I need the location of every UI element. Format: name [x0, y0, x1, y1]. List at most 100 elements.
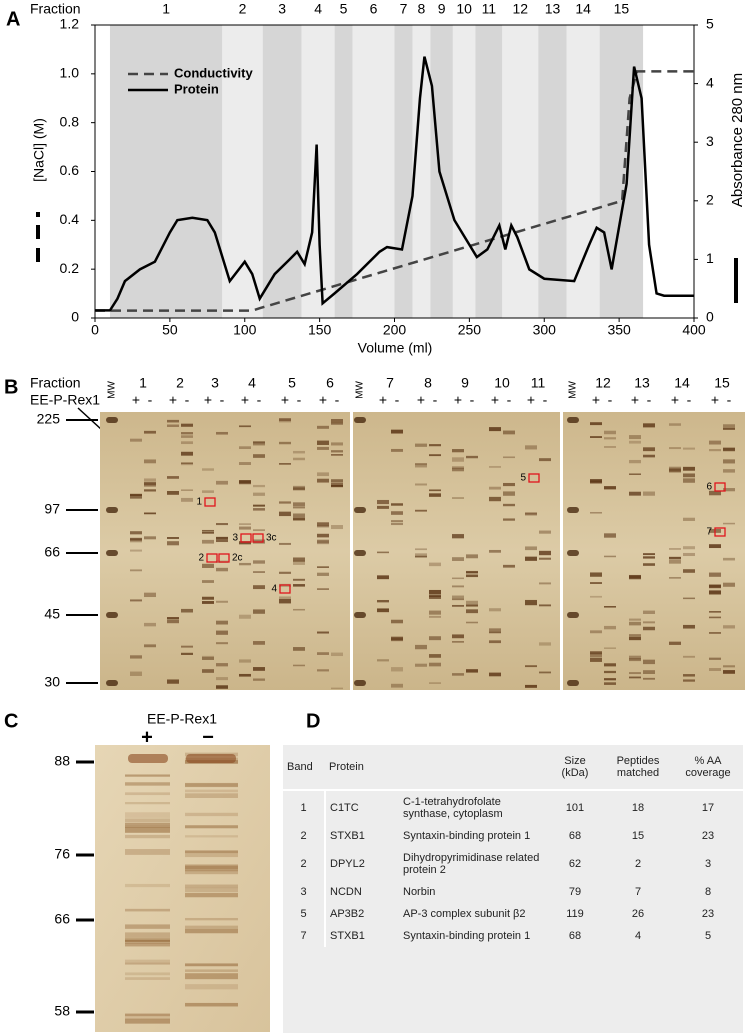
- gel-band: [604, 678, 616, 681]
- gel-band: [167, 617, 179, 620]
- gel-band: [293, 514, 305, 519]
- gel-band: [669, 548, 681, 550]
- mw-marker-label: 66: [54, 911, 70, 927]
- gel-band: [503, 491, 515, 496]
- gel-band: [253, 441, 265, 444]
- gel-band: [643, 454, 655, 458]
- table-cell: 2: [300, 858, 307, 870]
- gel-band: [317, 478, 329, 483]
- gel-band: [429, 489, 441, 492]
- gel-band: [629, 658, 641, 662]
- gel-band: [125, 802, 170, 805]
- gel-band: [683, 517, 695, 521]
- gel-band: [429, 454, 441, 457]
- column-header: % AA coverage: [673, 745, 743, 791]
- gel-band: [125, 1013, 170, 1020]
- table-cell: 23: [701, 830, 715, 842]
- y-tick-label: 0: [71, 309, 79, 325]
- fraction-band: [452, 25, 476, 318]
- y-tick-label: 0.8: [60, 113, 80, 129]
- gel-band: [590, 630, 602, 634]
- gel-band: [216, 536, 228, 539]
- gel-band: [202, 531, 214, 534]
- gel-band: [293, 557, 305, 562]
- gel-band: [185, 870, 238, 875]
- gel-band: [317, 540, 329, 545]
- gel-band: [709, 572, 721, 577]
- sign: +: [319, 392, 327, 408]
- sign: +: [132, 392, 140, 408]
- y2-tick-label: 3: [706, 133, 714, 149]
- gel-image: [95, 745, 270, 1032]
- gel-band: [293, 450, 305, 454]
- band-box: [714, 482, 726, 492]
- gel-band: [643, 659, 655, 665]
- gel-band: [567, 417, 579, 423]
- gel-band: [239, 480, 251, 484]
- gel-band: [391, 503, 403, 506]
- gel-band: [317, 588, 329, 590]
- gel-band: [629, 636, 641, 641]
- sign: -: [257, 392, 262, 408]
- sign: -: [727, 392, 732, 408]
- gel-band: [539, 604, 551, 607]
- gel-band: [415, 548, 427, 551]
- gel-band: [604, 555, 616, 558]
- gel-band: [125, 932, 170, 938]
- x-tick-label: 150: [308, 322, 332, 338]
- gel-band: [604, 437, 616, 440]
- gel-band: [415, 465, 427, 468]
- gel-band: [452, 673, 464, 676]
- panel-c: C EE-P-Rex1 + − 88 76 66 58: [4, 710, 270, 1032]
- gel-band: [331, 525, 343, 530]
- gel-band: [643, 626, 655, 631]
- gel-band: [144, 592, 156, 598]
- gel-band: [683, 624, 695, 629]
- gel-band: [253, 529, 265, 532]
- gel-band: [144, 644, 156, 648]
- gel-band: [709, 657, 721, 660]
- gel-band: [181, 423, 193, 427]
- gel-band: [377, 608, 389, 610]
- gel-band: [144, 536, 156, 540]
- band-box-label: 3: [232, 533, 238, 544]
- table-row: 2 STXB1 Syntaxin-binding protein 1 68 15 23: [283, 825, 743, 847]
- table-cell: Norbin: [403, 886, 436, 898]
- fraction-band: [475, 25, 503, 318]
- gel-band: [181, 463, 193, 466]
- gel-band: [683, 655, 695, 658]
- gel-band: [125, 774, 170, 777]
- table-cell: 1: [300, 802, 307, 814]
- gel-band: [466, 621, 478, 624]
- gel-band: [185, 783, 238, 788]
- gel-band: [377, 575, 389, 580]
- x-tick-label: 250: [458, 322, 482, 338]
- mw-marker-label: 30: [44, 674, 60, 690]
- gel-band: [144, 482, 156, 487]
- table-cell: 2: [634, 858, 642, 870]
- y-tick-label: 0.2: [60, 260, 80, 276]
- gel-band: [377, 659, 389, 662]
- fraction-band: [222, 25, 263, 318]
- gel-band: [185, 984, 238, 990]
- gel-band: [604, 606, 616, 608]
- sign: +: [491, 392, 499, 408]
- gel-band: [539, 582, 551, 585]
- gel-band: [279, 463, 291, 465]
- gel-band: [415, 509, 427, 512]
- gel-band: [503, 518, 515, 521]
- gel-band: [216, 642, 228, 645]
- gel-band: [185, 793, 238, 798]
- gel-band: [539, 550, 551, 556]
- gel-band: [489, 628, 501, 633]
- fraction-number: 10: [456, 1, 472, 17]
- gel-band: [239, 526, 251, 530]
- gel-band: [466, 455, 478, 459]
- gel-band: [167, 490, 179, 495]
- gel-band: [216, 431, 228, 435]
- gel-band: [185, 893, 238, 898]
- gel-band: [709, 490, 721, 496]
- gel-band: [130, 599, 142, 602]
- gel-band: [429, 610, 441, 615]
- gel-band: [144, 512, 156, 515]
